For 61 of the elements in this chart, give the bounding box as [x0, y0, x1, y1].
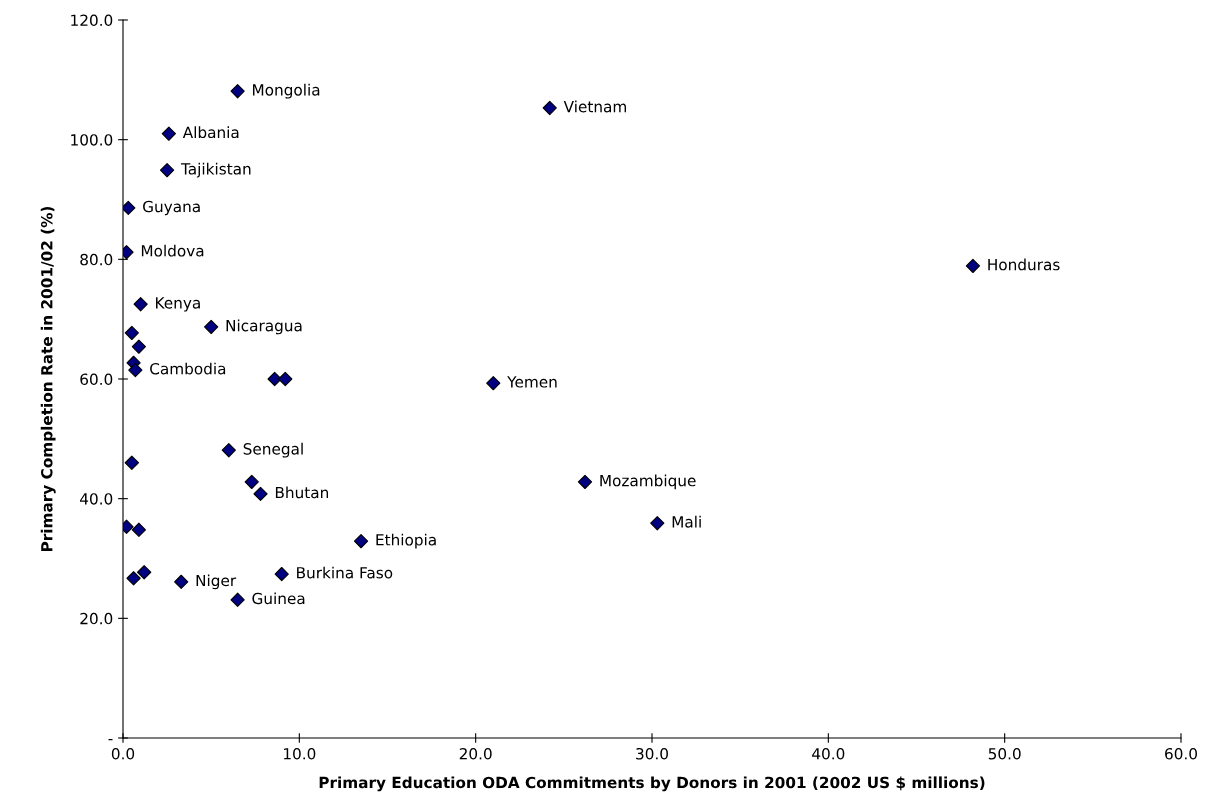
- point: [274, 566, 289, 582]
- annotation: Niger: [196, 574, 237, 590]
- point: [965, 258, 981, 274]
- annotation: Mozambique: [600, 474, 696, 490]
- annotation: Senegal: [243, 442, 303, 458]
- y-tick-label: -: [108, 739, 113, 741]
- point: [221, 443, 236, 458]
- annotation: Ethiopia: [376, 533, 436, 549]
- annotation: Nicaragua: [226, 319, 302, 335]
- point: [577, 474, 593, 490]
- annotation: Mali: [672, 515, 701, 528]
- annotation: Bhutan: [275, 486, 329, 499]
- point: [174, 574, 189, 589]
- point: [161, 126, 176, 141]
- annotation: Cambodia: [150, 362, 226, 375]
- y-tick-label: 20.0: [80, 612, 113, 625]
- point: [124, 455, 139, 470]
- annotation: Guinea: [252, 592, 305, 605]
- point: [131, 339, 147, 354]
- point: [204, 319, 219, 335]
- point: [278, 371, 293, 387]
- point: [542, 100, 557, 116]
- point: [131, 522, 147, 537]
- point: [159, 163, 175, 178]
- point: [353, 534, 369, 549]
- x-tick-label: 40.0: [812, 747, 845, 760]
- x-tick-label: 10.0: [284, 747, 316, 760]
- annotation: Vietnam: [563, 100, 626, 113]
- annotation: Albania: [182, 126, 239, 139]
- point: [244, 474, 259, 490]
- annotation: Burkina Faso: [297, 566, 393, 579]
- y-tick-label: 100.0: [71, 134, 113, 146]
- point: [650, 516, 665, 531]
- x-tick-label: 20.0: [459, 747, 492, 760]
- point: [124, 325, 139, 341]
- point: [253, 486, 268, 502]
- annotation: Guyana: [143, 200, 200, 216]
- y-tick-label: 60.0: [80, 373, 113, 386]
- x-axis-title: Primary Education ODA Commitments by Donors in 2001 (2002 US $ millions): [319, 776, 985, 792]
- x-tick-label: 30.0: [636, 747, 668, 760]
- annotation: Tajikistan: [180, 162, 251, 178]
- point: [486, 376, 501, 391]
- point: [137, 565, 152, 580]
- x-tick-label: 60.0: [1165, 747, 1197, 760]
- annotation: Yemen: [507, 376, 557, 388]
- y-tick-label: 40.0: [80, 493, 113, 505]
- y-tick-label: 120.0: [71, 14, 113, 27]
- point: [128, 362, 143, 378]
- x-tick-label: 0.0: [111, 747, 135, 760]
- y-tick-label: 80.0: [80, 253, 113, 266]
- point: [126, 571, 141, 586]
- annotation: Moldova: [141, 244, 204, 257]
- point: [133, 297, 148, 312]
- annotation: Mongolia: [253, 83, 320, 99]
- x-tick-label: 50.0: [988, 747, 1021, 760]
- point: [123, 200, 136, 216]
- point: [230, 592, 245, 607]
- annotation: Kenya: [156, 297, 200, 312]
- annotation: Honduras: [988, 258, 1060, 271]
- y-axis-title: Primary Completion Rate in 2001/02 (%): [40, 206, 56, 552]
- point: [230, 84, 245, 99]
